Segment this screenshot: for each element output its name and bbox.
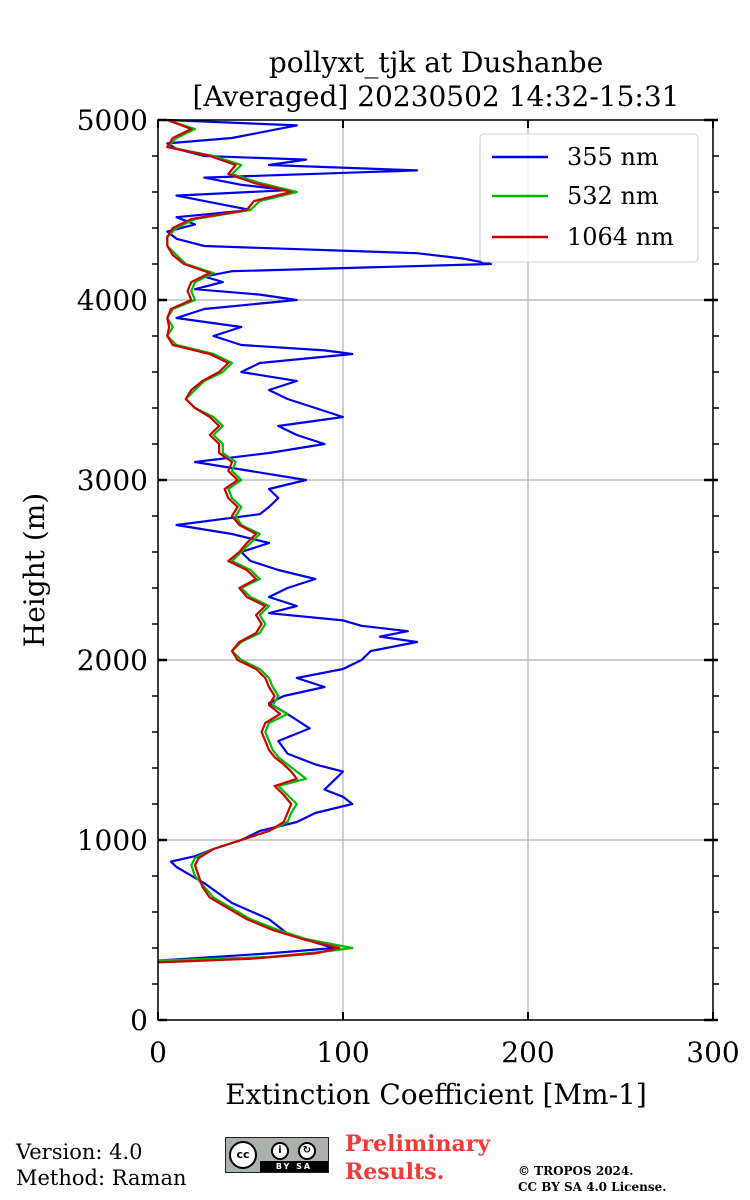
preliminary-results-label: Results. [345, 1159, 445, 1185]
preliminary-label: Preliminary [345, 1131, 491, 1157]
method-text: Method: Raman [16, 1166, 187, 1190]
cc-logo-icon: cc [229, 1141, 257, 1169]
x-tick-label: 0 [149, 1036, 167, 1069]
y-tick-label: 1000 [77, 824, 148, 857]
x-tick-label: 200 [501, 1036, 554, 1069]
legend-label-1064: 1064 nm [567, 223, 674, 251]
legend-box [479, 133, 699, 263]
series-line-1064-nm [157, 118, 341, 964]
license-text: CC BY SA 4.0 License. [518, 1180, 667, 1194]
cc-license-strip: BY SA [260, 1161, 328, 1172]
chart-title: pollyxt_tjk at Dushanbe [269, 46, 603, 79]
plot-frame [157, 119, 714, 1021]
x-tick-label: 100 [316, 1036, 369, 1069]
y-tick-label: 4000 [77, 284, 148, 317]
y-tick-label: 2000 [77, 644, 148, 677]
version-text: Version: 4.0 [16, 1140, 143, 1164]
legend: 355 nm 532 nm 1064 nm [479, 133, 699, 263]
y-tick-label: 0 [130, 1004, 148, 1037]
cc-license-badge: cc i ↻ BY SA [225, 1137, 329, 1173]
y-tick-label: 5000 [77, 104, 148, 137]
x-tick-label: 300 [686, 1036, 739, 1069]
copyright-text: © TROPOS 2024. [518, 1164, 634, 1178]
by-attribution-icon: i [271, 1142, 289, 1160]
series-line-355-nm [157, 118, 493, 962]
legend-label-532: 532 nm [567, 182, 659, 210]
y-tick-label: 3000 [77, 464, 148, 497]
legend-label-355: 355 nm [567, 143, 659, 171]
x-axis-label: Extinction Coefficient [Mm-1] [225, 1078, 647, 1111]
y-axis-label: Height (m) [18, 493, 51, 647]
series-layer [157, 118, 493, 964]
share-alike-icon: ↻ [298, 1142, 316, 1160]
chart-subtitle: [Averaged] 20230502 14:32-15:31 [193, 80, 680, 113]
